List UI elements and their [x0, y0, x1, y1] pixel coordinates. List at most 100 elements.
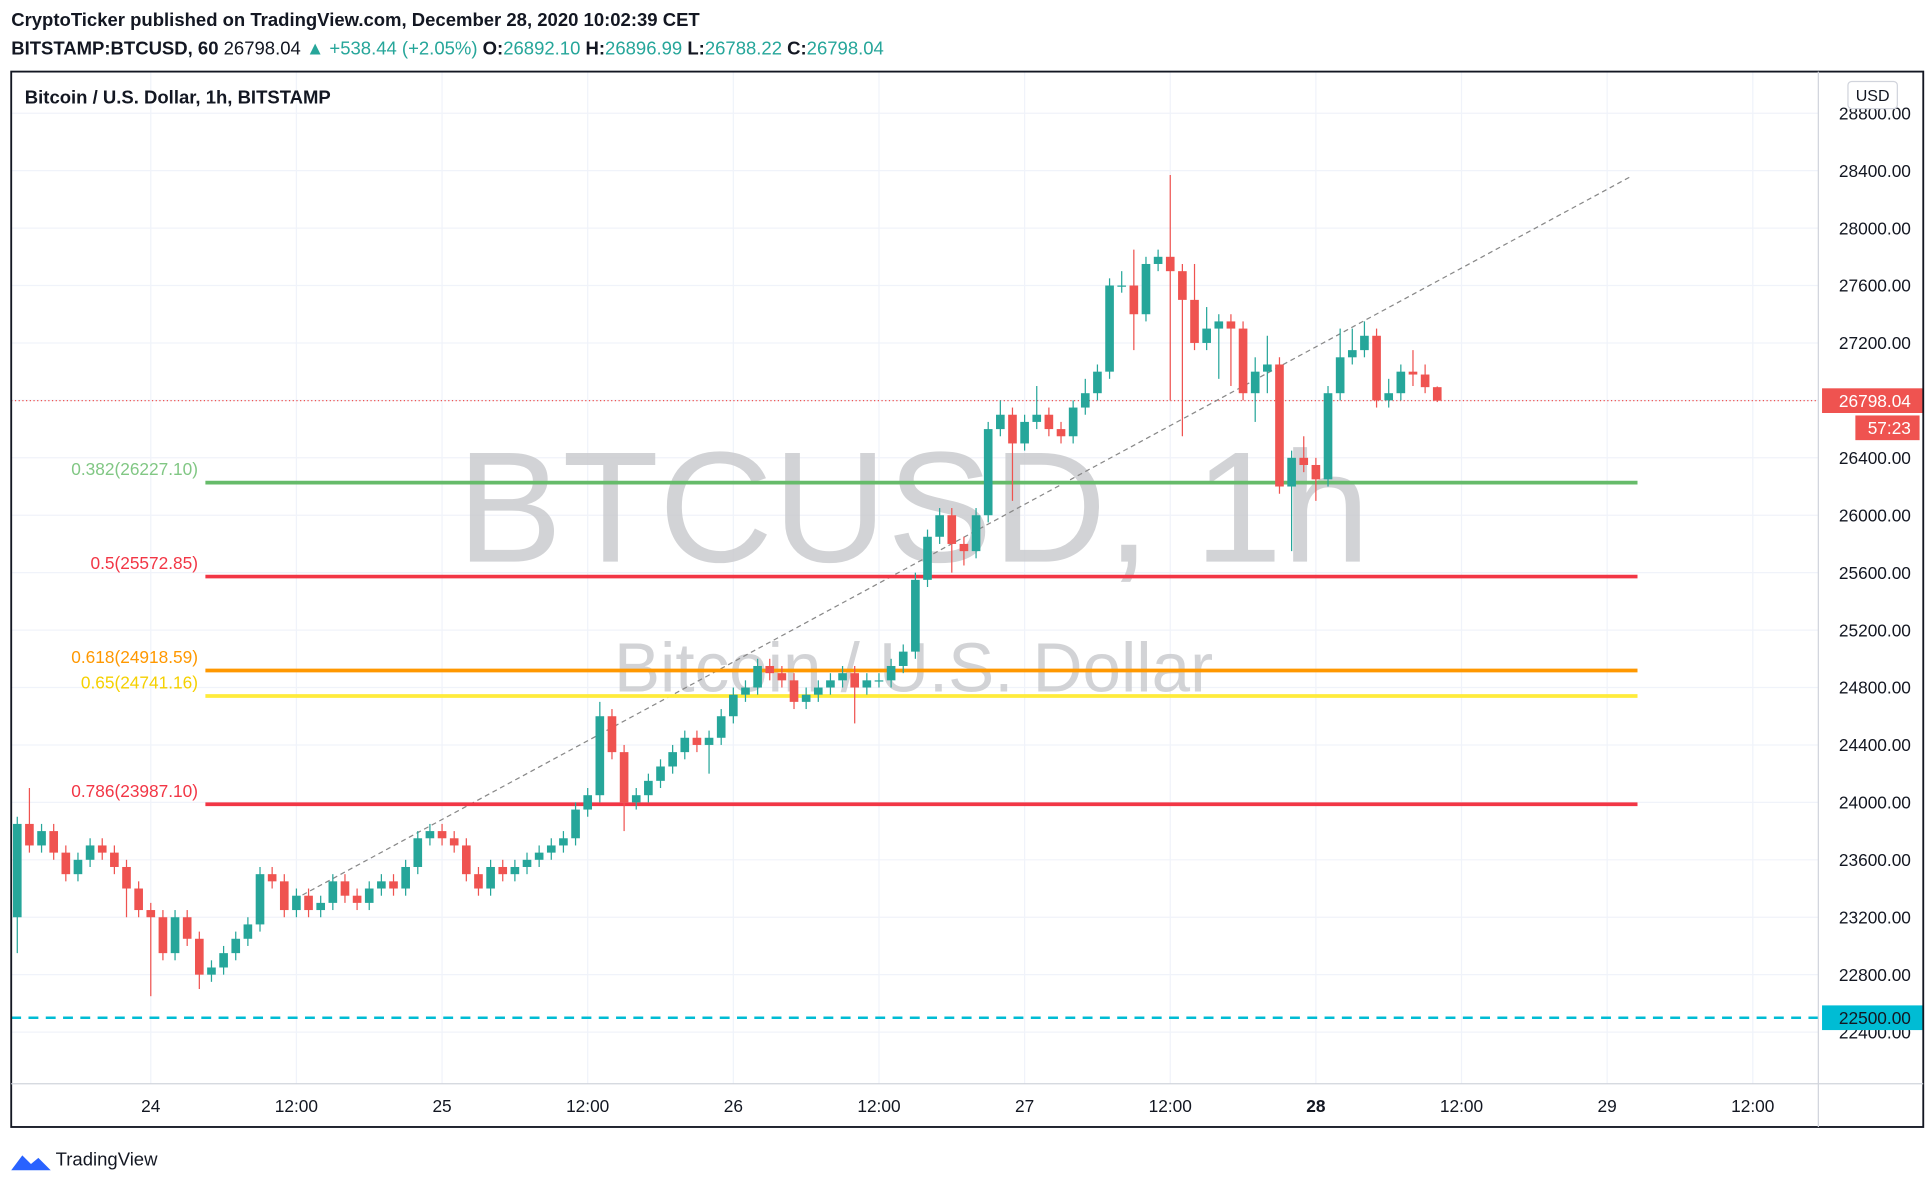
candle-body [813, 687, 823, 695]
candle-body [413, 838, 423, 867]
countdown: 57:23 [1868, 418, 1911, 438]
candle-body [1408, 371, 1418, 375]
candle-body [389, 881, 398, 889]
x-tick-label: 28 [1306, 1096, 1326, 1116]
candle-body [838, 673, 847, 681]
candle-body [534, 852, 544, 860]
x-tick-label: 12:00 [566, 1096, 609, 1116]
candle-body [546, 845, 556, 853]
candle-body [1335, 357, 1345, 394]
candle-body [753, 665, 762, 688]
candle-body [510, 866, 520, 875]
candle-body [122, 866, 131, 889]
candle-body [716, 716, 726, 738]
watermark: BTCUSD, 1h [457, 420, 1370, 596]
candle-body [1347, 350, 1357, 358]
candle-body [1432, 387, 1442, 401]
candle-body [316, 902, 326, 911]
candle-body [1032, 414, 1042, 422]
candle-body [729, 694, 738, 717]
candle-body [1190, 299, 1199, 343]
x-tick-label: 12:00 [857, 1096, 900, 1116]
candle-body [243, 924, 253, 939]
arrow: ▲ [306, 37, 324, 58]
candle-body [1420, 374, 1430, 388]
y-tick-label: 26400.00 [1839, 448, 1911, 468]
candle-body [1311, 464, 1321, 480]
last-price-label: 26798.04 [1839, 391, 1911, 411]
chart-area: 22400.0022800.0023200.0023600.0024000.00… [11, 71, 1924, 1116]
candle-body [1214, 321, 1224, 329]
candle-body [571, 809, 580, 839]
candle-body [619, 752, 629, 803]
y-tick-label: 28000.00 [1839, 218, 1911, 238]
candle-body [631, 795, 641, 803]
support-label: 22500.00 [1839, 1008, 1911, 1028]
candle-body [12, 823, 22, 918]
candle-body [1250, 371, 1260, 394]
candle-body [559, 838, 568, 846]
candle-body [1056, 429, 1066, 437]
candle-body [1117, 285, 1127, 287]
o-label: O: [483, 37, 504, 58]
x-tick-label: 12:00 [1149, 1096, 1192, 1116]
fib-label: 0.618(24918.59) [71, 647, 198, 667]
candle-body [983, 429, 993, 516]
candle-body [704, 737, 714, 745]
currency: USD [1856, 87, 1890, 105]
candle-body [219, 953, 228, 968]
candle-body [1178, 271, 1187, 300]
candle-body [656, 766, 665, 781]
candle-body [170, 917, 180, 954]
candle-body [789, 680, 799, 702]
candle-body [947, 515, 957, 544]
h-value: 26896.99 [605, 37, 682, 58]
chart-title: Bitcoin / U.S. Dollar, 1h, BITSTAMP [25, 87, 331, 108]
currency-badge: USD [1847, 80, 1898, 110]
y-tick-label: 24800.00 [1839, 678, 1911, 698]
candle-body [1263, 364, 1272, 372]
candle-body [911, 579, 920, 652]
x-tick-label: 26 [724, 1096, 743, 1116]
candle-body [607, 716, 617, 753]
last-price-badge [1822, 388, 1924, 414]
candle-body [996, 414, 1005, 430]
candle-body [1093, 371, 1102, 394]
candle-body [935, 515, 944, 537]
candle-body [522, 859, 532, 867]
candle-body [1008, 414, 1017, 444]
candle-body [1275, 364, 1284, 487]
candle-body [195, 938, 204, 975]
brand: TradingView [56, 1148, 158, 1169]
candle-body [1129, 285, 1139, 315]
frame [10, 70, 1925, 1128]
change: +538.44 (+2.05%) [329, 37, 477, 58]
y-tick-label: 22800.00 [1839, 965, 1911, 985]
candle-body [850, 673, 860, 688]
candle-body [328, 881, 338, 903]
y-tick-label: 27200.00 [1839, 333, 1911, 353]
candle-body [1360, 335, 1369, 351]
o-value: 26892.10 [503, 37, 580, 58]
candle-body [1238, 328, 1248, 394]
candle-body [1202, 328, 1211, 343]
fib-label: 0.786(23987.10) [71, 781, 198, 801]
y-tick-label: 26000.00 [1839, 505, 1911, 525]
candle-body [158, 917, 168, 954]
y-tick-label: 24000.00 [1839, 793, 1911, 813]
candle-body [668, 752, 677, 767]
candle-body [37, 831, 46, 846]
candle-body [1044, 414, 1054, 430]
candle-body [364, 888, 374, 903]
trendline [302, 176, 1631, 896]
y-tick-label: 25600.00 [1839, 563, 1911, 583]
candle-body [449, 838, 459, 846]
candle-body [1226, 321, 1236, 329]
candle-body [692, 737, 702, 745]
candle-body [826, 680, 835, 688]
y-tick-label: 27600.00 [1839, 276, 1911, 296]
footer-logo: TradingView [11, 1148, 158, 1171]
candle-body [486, 866, 495, 889]
